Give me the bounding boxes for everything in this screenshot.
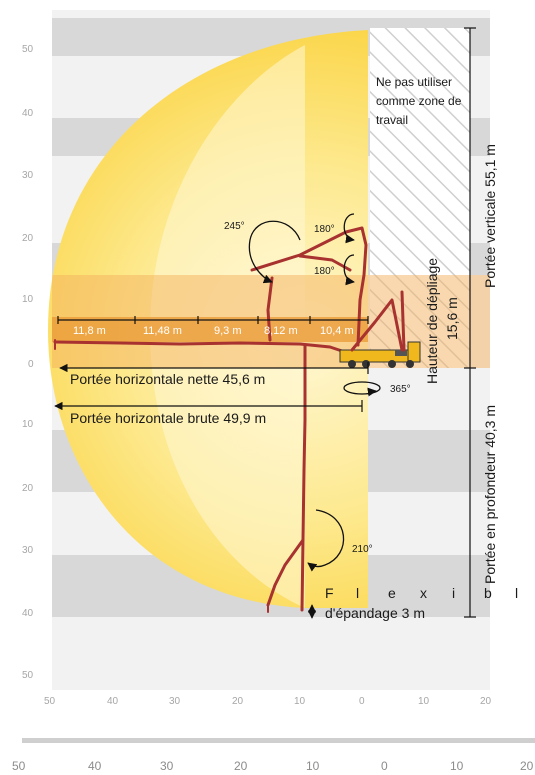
- note-line: travail: [376, 113, 408, 127]
- footer-tick: 30: [160, 759, 174, 773]
- left-tick: 20: [22, 483, 34, 494]
- hose-rest: d'épandage 3 m: [325, 605, 425, 621]
- footer-bar: [22, 738, 535, 743]
- boom-downward: [266, 343, 307, 613]
- bottom-tick: 40: [107, 696, 119, 707]
- left-tick: 10: [22, 419, 34, 430]
- unfold-height-label: Hauteur de dépliage 15,6 m: [424, 258, 460, 384]
- unfold-height-line2: 15,6 m: [444, 297, 460, 340]
- segment-label: 9,3 m: [214, 325, 242, 337]
- hose-letter: i: [452, 585, 455, 601]
- footer-tick: 50: [12, 759, 26, 773]
- left-tick: 10: [22, 294, 34, 305]
- unfold-height-line1: Hauteur de dépliage: [424, 258, 440, 384]
- bottom-tick: 20: [232, 696, 244, 707]
- bottom-tick: 10: [294, 696, 306, 707]
- bottom-tick: 50: [44, 696, 56, 707]
- footer-tick: 20: [520, 759, 534, 773]
- angle-245: 245°: [224, 220, 301, 284]
- footer-tick: 40: [88, 759, 102, 773]
- bottom-axis: 50 40 30 20 10 0 10 20: [44, 696, 492, 707]
- bottom-tick: 30: [169, 696, 181, 707]
- left-tick: 30: [22, 545, 34, 556]
- angle-label: 180°: [314, 266, 335, 277]
- angle-label: 210°: [352, 544, 373, 555]
- truck: [339, 290, 421, 368]
- hose-letter: l: [515, 585, 518, 601]
- footer-tick: 20: [234, 759, 248, 773]
- footer-tick: 10: [306, 759, 320, 773]
- left-tick: 40: [22, 608, 34, 619]
- bottom-tick: 0: [359, 696, 365, 707]
- segment-label: 11,8 m: [73, 325, 106, 337]
- boom-horizontal: [53, 339, 347, 354]
- angle-180-top: 180°: [314, 213, 355, 244]
- hose-letter: F: [325, 585, 334, 601]
- segment-band: [52, 317, 368, 342]
- left-axis: 50 40 30 20 10 0 10 20 30 40 50: [22, 44, 34, 681]
- no-work-zone-note: Ne pas utiliser comme zone de travail: [376, 75, 462, 127]
- angle-label: 180°: [314, 224, 335, 235]
- depth-reach-label: Portée en profondeur 40,3 m: [482, 405, 498, 584]
- note-line: comme zone de: [376, 94, 462, 108]
- vertical-reach-label: Portée verticale 55,1 m: [482, 144, 498, 288]
- hose-letter: b: [484, 585, 492, 601]
- footer-axis: 50 40 30 20 10 0 10 20: [12, 759, 534, 773]
- hose-letter: e: [388, 585, 396, 601]
- angle-180-bottom: 180°: [314, 254, 355, 286]
- angle-label: 365°: [390, 384, 411, 395]
- gross-reach-label: Portée horizontale brute 49,9 m: [70, 410, 266, 426]
- net-reach-dimension: Portée horizontale nette 45,6 m: [59, 362, 369, 387]
- gross-reach-dimension: Portée horizontale brute 49,9 m: [54, 400, 363, 426]
- left-tick: 50: [22, 670, 34, 681]
- angle-210: 210°: [307, 509, 373, 572]
- footer-tick: 0: [381, 759, 388, 773]
- left-tick: 20: [22, 233, 34, 244]
- left-tick: 30: [22, 170, 34, 181]
- left-tick: 0: [28, 359, 34, 370]
- hose-letter: l: [356, 585, 359, 601]
- bottom-tick: 20: [480, 696, 492, 707]
- left-tick: 40: [22, 108, 34, 119]
- hose-label: F l e x i b l d'épandage 3 m: [307, 585, 518, 621]
- segment-dimensions: 11,8 m 11,48 m 9,3 m 8,12 m 10,4 m: [57, 316, 369, 337]
- angle-label: 245°: [224, 221, 245, 232]
- footer-tick: 10: [450, 759, 464, 773]
- left-tick: 50: [22, 44, 34, 55]
- bottom-tick: 10: [418, 696, 430, 707]
- segment-label: 10,4 m: [320, 325, 354, 337]
- net-reach-label: Portée horizontale nette 45,6 m: [70, 371, 265, 387]
- segment-label: 8,12 m: [264, 325, 298, 337]
- hose-letter: x: [420, 585, 427, 601]
- depth-reach-dimension: Portée en profondeur 40,3 m: [464, 368, 498, 618]
- segment-label: 11,48 m: [143, 325, 182, 337]
- note-line: Ne pas utiliser: [376, 75, 452, 89]
- angle-365: 365°: [343, 381, 411, 397]
